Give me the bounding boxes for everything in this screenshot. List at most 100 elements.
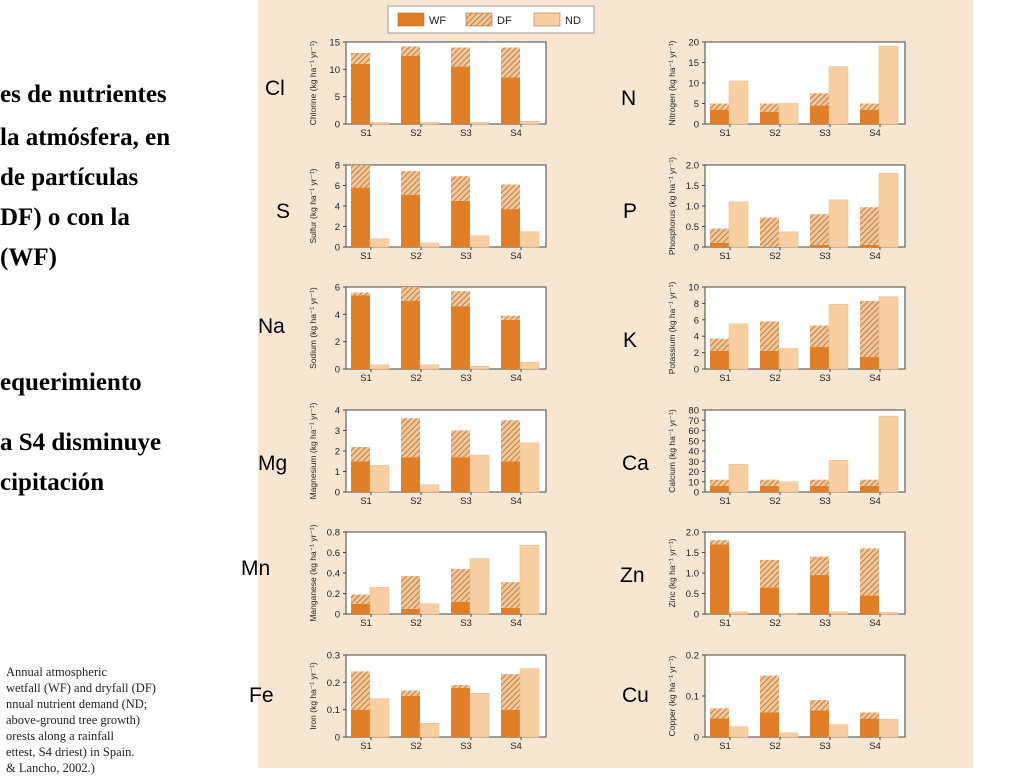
bar-nd [728,201,749,248]
bar-wf [810,346,829,369]
chart-panel-cl: 0 5 10 15 Chlorine (kg ha⁻¹ yr⁻¹) S1 S2 S3 S4 [308,38,547,139]
bar-df [710,479,729,486]
bar-nd [419,364,440,370]
chart-panel-n: 0 5 10 15 20 Nitrogen (kg ha⁻¹ yr⁻¹) S1 S2 S3 S4 [667,38,906,139]
y-tick-label: 2 [335,222,340,233]
element-symbol-ca: Ca [622,452,649,475]
x-tick-label: S3 [819,373,831,384]
x-tick-label: S1 [360,251,372,262]
legend-swatch-nd [533,12,561,27]
slide-text-line: DF) o con la [0,204,130,231]
bar-df [451,685,470,688]
bar-wf [710,485,729,492]
bar-wf [351,709,370,737]
bar-nd [519,442,540,493]
y-tick-label: 0.1 [327,705,340,716]
bar-df [710,103,729,110]
bar-wf [401,55,420,124]
bar-wf [860,718,879,737]
y-tick-label: 0.8 [327,528,340,539]
figure-caption: Annual atmospheric wetfall (WF) and dryf… [6,664,256,776]
legend-swatch-df [465,12,493,27]
bar-nd [728,611,749,615]
bar-wf [860,244,879,247]
bar-wf [860,356,879,369]
y-tick-label: 80 [688,406,699,417]
element-symbol-cl: Cl [265,77,285,100]
bar-nd [778,103,799,125]
legend-label: DF [497,15,512,27]
y-tick-label: 6 [335,181,340,192]
y-tick-label: 6 [335,283,340,294]
y-tick-label: 10 [688,477,699,488]
caption-line: nnual nutrient demand (ND; [6,697,148,711]
bar-nd [778,348,799,370]
x-tick-label: S3 [460,251,472,262]
y-axis-label: Copper (kg ha⁻¹ yr⁻¹) [667,655,677,736]
chart-panel-mn: 0 0.2 0.4 0.6 0.8 Manganese (kg ha⁻¹ yr⁻¹) S1 S… [308,524,547,629]
x-tick-label: S2 [769,618,781,629]
x-tick-label: S3 [819,128,831,139]
y-tick-label: 5 [335,92,340,103]
bar-nd [519,545,540,615]
bar-df [451,568,470,602]
bar-nd [419,242,440,248]
y-tick-label: 0.2 [327,678,340,689]
bar-wf [501,709,520,737]
bar-nd [878,415,899,493]
bar-df [860,479,879,486]
bar-df [810,479,829,486]
bar-wf [351,63,370,124]
y-tick-label: 4 [694,332,699,343]
legend-label: WF [429,15,446,27]
bar-df [810,325,829,347]
bar-nd [469,366,490,370]
bar-wf [760,485,779,492]
bar-nd [728,464,749,493]
y-tick-label: 70 [688,416,699,427]
bar-wf [710,109,729,124]
bar-df [351,446,370,462]
bar-wf [501,461,520,492]
bar-wf [760,111,779,124]
y-tick-label: 1.5 [686,548,699,559]
bar-df [501,184,520,210]
caption-line: orests along a rainfall [6,729,114,743]
x-tick-label: S1 [719,618,731,629]
bar-df [860,207,879,245]
bar-wf [451,601,470,614]
y-tick-label: 10 [688,79,699,90]
y-tick-label: 0.2 [327,589,340,600]
chart-panel-mg: 0 1 2 3 4 Magnesium (kg ha⁻¹ yr⁻¹) S1 S2 S3 S4 [308,402,547,507]
bar-nd [778,481,799,493]
slide-text-line: (WF) [0,244,57,271]
y-tick-label: 15 [329,38,340,49]
bar-wf [501,607,520,614]
bar-nd [878,719,899,738]
bar-df [501,582,520,608]
x-tick-label: S4 [510,373,522,384]
y-tick-label: 0 [694,120,699,131]
bar-df [351,671,370,710]
bar-nd [369,238,390,248]
bar-df [860,548,879,596]
bar-wf [710,242,729,247]
y-tick-label: 1.0 [686,569,699,580]
bar-nd [419,603,440,615]
bar-nd [469,122,490,125]
bar-wf [710,718,729,737]
chart-panel-k: 0 2 4 6 8 10 Potassium (kg ha⁻¹ yr⁻¹) S1 S2 S3 S4 [667,282,906,384]
y-axis-label: Phosphorus (kg ha⁻¹ yr⁻¹) [667,157,677,255]
chart-panel-zn: 0 0.5 1.0 1.5 2.0 Zinc (kg ha⁻¹ yr⁻¹) S1 S2 S3 S4 [667,528,906,629]
bar-df [710,228,729,243]
bar-wf [860,485,879,492]
bar-df [401,418,420,458]
x-tick-label: S2 [410,128,422,139]
x-tick-label: S4 [869,741,881,752]
element-symbol-mn: Mn [241,557,271,580]
bar-nd [828,303,849,370]
y-tick-label: 10 [688,283,699,294]
y-tick-label: 2 [335,447,340,458]
